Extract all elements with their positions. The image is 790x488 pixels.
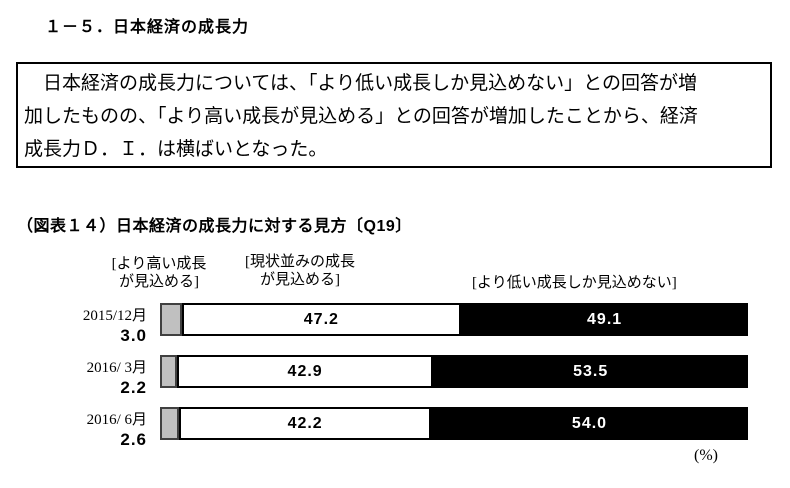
summary-line: 日本経済の成長力については、「より低い成長しか見込めない」との回答が増 xyxy=(24,73,697,94)
segment-value: 54.0 xyxy=(571,414,608,432)
row-label: 2015/12月 3.0 xyxy=(40,306,147,346)
bar-segment-high xyxy=(160,303,182,336)
bar-segment-high xyxy=(160,407,180,440)
segment-value: 42.2 xyxy=(287,414,323,432)
bar-segment-same: 42.9 xyxy=(176,355,434,388)
row-label: 2016/ 6月 2.6 xyxy=(40,410,147,450)
segment-value: 53.5 xyxy=(573,362,609,380)
row-period: 2016/ 3月 xyxy=(86,360,147,376)
legend-label-high-line2: が見込める] xyxy=(119,274,199,290)
summary-line: 加したものの、「より高い成長が見込める」との回答が増加したことから、経済 xyxy=(24,106,698,127)
segment-value: 47.2 xyxy=(303,310,339,328)
bar-segment-low: 53.5 xyxy=(433,355,748,388)
legend-label-high-line1: [より高い成長 xyxy=(111,256,207,272)
bar-row: 42.9 53.5 xyxy=(160,355,748,388)
bar-segment-same: 47.2 xyxy=(181,303,462,336)
row-period: 2016/ 6月 xyxy=(86,412,147,428)
bar-row: 42.2 54.0 xyxy=(160,407,748,440)
bar-segment-same: 42.2 xyxy=(179,407,431,440)
row-value-high: 2.6 xyxy=(120,430,147,449)
bar-row: 47.2 49.1 xyxy=(160,303,748,336)
summary-box: 日本経済の成長力については、「より低い成長しか見込めない」との回答が増 加したも… xyxy=(16,62,772,168)
bar-segment-low: 54.0 xyxy=(431,407,748,440)
unit-label: (%) xyxy=(694,447,718,464)
legend-label-same-line1: [現状並みの成長 xyxy=(245,254,355,270)
bar-segment-low: 49.1 xyxy=(461,303,748,336)
row-label: 2016/ 3月 2.2 xyxy=(40,358,147,398)
legend-label-low: [より低い成長しか見込めない] xyxy=(472,275,677,291)
legend-label-same: [現状並みの成長 が見込める] xyxy=(236,253,364,289)
legend-label-high: [より高い成長 が見込める] xyxy=(103,255,215,291)
figure-title: （図表１４）日本経済の成長力に対する見方〔Q19〕 xyxy=(17,218,412,235)
segment-value: 42.9 xyxy=(287,362,323,380)
row-value-high: 3.0 xyxy=(120,326,147,345)
section-title: １－５．日本経済の成長力 xyxy=(45,19,250,36)
segment-value: 49.1 xyxy=(587,310,623,328)
legend-label-same-line2: が見込める] xyxy=(260,272,340,288)
row-value-high: 2.2 xyxy=(120,378,147,397)
row-period: 2015/12月 xyxy=(82,308,147,324)
bar-segment-high xyxy=(160,355,177,388)
summary-line: 成長力Ｄ．Ｉ．は横ばいとなった。 xyxy=(24,139,328,160)
